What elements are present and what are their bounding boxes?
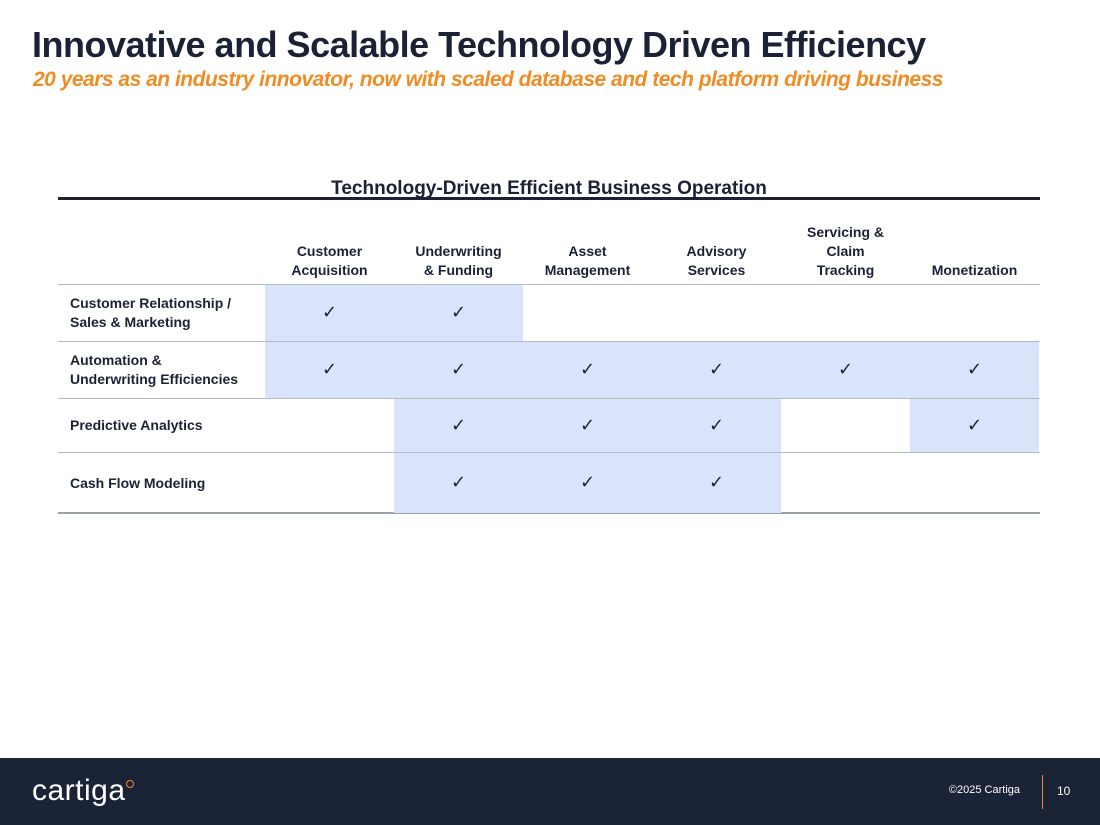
table-cell-checked: ✓: [394, 453, 523, 513]
checkmark-icon: ✓: [708, 414, 725, 436]
checkmark-icon: ✓: [321, 302, 338, 323]
checkmark-icon: ✓: [966, 359, 983, 380]
table-cell-checked: ✓: [652, 453, 781, 513]
checkmark-icon: ✓: [450, 414, 467, 436]
checkmark-icon: ✓: [966, 414, 983, 436]
checkmark-icon: ✓: [579, 472, 596, 493]
table-cell-checked: ✓: [910, 342, 1039, 398]
column-header: Customer Acquisition: [291, 243, 368, 278]
row-label: Automation & Underwriting Efficiencies: [70, 352, 239, 387]
row-divider: [58, 284, 1040, 285]
table-cell-checked: ✓: [394, 399, 523, 452]
checkmark-icon: ✓: [837, 359, 854, 380]
row-label: Predictive Analytics: [70, 417, 203, 433]
table-cell-checked: ✓: [394, 285, 523, 341]
table-cell-checked: ✓: [523, 453, 652, 513]
table-title: Technology-Driven Efficient Business Ope…: [331, 178, 767, 199]
column-header: Underwriting & Funding: [415, 243, 502, 278]
cartiga-logo: cartiga: [32, 774, 126, 807]
page-subtitle: 20 years as an industry innovator, now w…: [33, 68, 943, 91]
column-header: Monetization: [931, 262, 1018, 278]
table-bottom-rule: [58, 512, 1040, 514]
row-divider: [58, 398, 1040, 399]
row-label: Cash Flow Modeling: [70, 474, 206, 491]
table-cell-checked: ✓: [523, 342, 652, 398]
column-header: Asset Management: [544, 243, 631, 278]
row-divider: [58, 341, 1040, 342]
footer-bar: cartiga ©2025 Cartiga 10: [0, 758, 1100, 825]
table-cell-checked: ✓: [652, 342, 781, 398]
footer-divider: [1042, 775, 1043, 809]
checkmark-icon: ✓: [579, 359, 596, 380]
checkmark-icon: ✓: [321, 359, 338, 380]
checkmark-icon: ✓: [450, 302, 467, 323]
checkmark-icon: ✓: [450, 359, 467, 380]
table-cell-checked: ✓: [265, 285, 394, 341]
copyright-text: ©2025 Cartiga: [948, 784, 1020, 796]
checkmark-icon: ✓: [708, 359, 725, 380]
table-cell-checked: ✓: [910, 399, 1039, 452]
table-cell-checked: ✓: [265, 342, 394, 398]
logo-dot-icon: [126, 780, 134, 788]
page-title: Innovative and Scalable Technology Drive…: [32, 24, 926, 65]
checkmark-icon: ✓: [450, 472, 467, 493]
table-cell-checked: ✓: [652, 399, 781, 452]
table-cell-checked: ✓: [781, 342, 910, 398]
page-number: 10: [1057, 784, 1071, 798]
table-title-rule: [58, 197, 1040, 200]
checkmark-icon: ✓: [579, 414, 596, 436]
column-header: Servicing & Claim Tracking: [806, 224, 885, 278]
checkmark-icon: ✓: [708, 472, 725, 493]
row-label: Customer Relationship / Sales & Marketin…: [70, 295, 232, 330]
table-cell-checked: ✓: [394, 342, 523, 398]
row-divider: [58, 452, 1040, 453]
column-header: Advisory Services: [686, 243, 747, 278]
table-cell-checked: ✓: [523, 399, 652, 452]
